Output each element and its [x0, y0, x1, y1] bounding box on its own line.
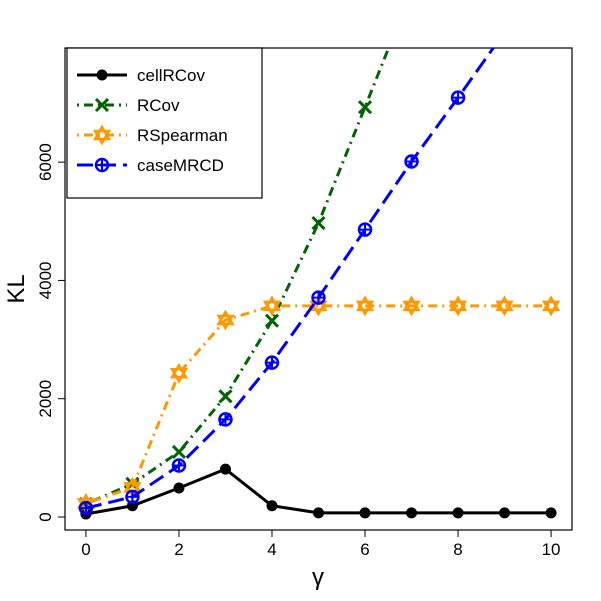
x-tick-label: 6	[360, 540, 369, 559]
marker-shape	[216, 309, 235, 331]
data-point	[171, 444, 187, 459]
data-point	[173, 482, 185, 494]
x-tick-label: 0	[81, 540, 90, 559]
marker-shape	[126, 490, 139, 503]
data-point	[169, 362, 189, 384]
data-point	[406, 507, 418, 519]
marker-shape	[172, 459, 185, 472]
x-tick-label: 4	[267, 540, 276, 559]
y-tick-label: 0	[36, 512, 55, 521]
data-point	[450, 90, 466, 105]
data-point	[266, 500, 278, 512]
marker-shape	[499, 26, 511, 38]
marker-shape	[96, 159, 108, 171]
marker-shape	[92, 124, 112, 146]
marker-shape	[219, 413, 232, 426]
y-tick-label: 2000	[36, 380, 55, 418]
marker-shape	[452, 507, 464, 519]
legend-label: RSpearman	[137, 126, 228, 145]
marker-shape	[405, 155, 418, 168]
marker-shape	[169, 362, 189, 384]
data-point	[495, 295, 514, 317]
data-point	[357, 222, 373, 237]
data-point	[262, 295, 282, 317]
marker-shape	[266, 500, 278, 512]
marker-shape	[499, 26, 511, 38]
data-point	[357, 100, 373, 115]
marker-shape	[359, 223, 372, 236]
plot-frame	[64, 47, 573, 531]
data-point	[264, 355, 280, 370]
legend-label: caseMRCD	[137, 156, 224, 175]
data-point	[404, 154, 419, 169]
data-point	[219, 463, 231, 475]
y-tick-label: 4000	[36, 262, 55, 300]
marker-shape	[264, 313, 280, 328]
series-line	[85, 48, 391, 506]
legend-marker	[94, 157, 110, 173]
marker-shape	[452, 91, 465, 104]
data-point	[499, 26, 511, 38]
marker-shape	[357, 100, 373, 115]
marker-shape	[312, 291, 325, 304]
marker-shape	[541, 295, 561, 317]
marker-shape	[96, 69, 108, 81]
marker-shape	[406, 507, 418, 519]
marker-shape	[219, 463, 231, 475]
marker-shape	[359, 507, 371, 519]
x-tick-label: 10	[542, 540, 561, 559]
data-point	[218, 389, 233, 404]
data-point	[448, 295, 468, 317]
data-point	[499, 507, 511, 519]
data-point	[171, 458, 187, 473]
data-point	[311, 290, 326, 305]
data-point	[545, 507, 557, 519]
marker-shape	[218, 389, 233, 404]
marker-shape	[495, 295, 514, 317]
marker-shape	[545, 507, 557, 519]
y-axis-label: KL	[3, 274, 30, 303]
data-point	[311, 215, 326, 231]
data-point	[541, 295, 561, 317]
data-point	[359, 507, 371, 519]
marker-shape	[402, 295, 421, 317]
x-tick-label: 2	[174, 540, 183, 559]
marker-shape	[79, 502, 92, 515]
legend-marker	[96, 69, 108, 81]
marker-shape	[355, 295, 375, 317]
marker-shape	[265, 356, 278, 369]
marker-shape	[94, 97, 110, 113]
plot-area	[76, 26, 561, 520]
marker-shape	[173, 482, 185, 494]
marker-shape	[171, 444, 187, 459]
series-line	[85, 467, 552, 516]
data-point	[402, 295, 421, 317]
data-point	[125, 489, 140, 505]
data-point	[78, 500, 94, 516]
marker-shape	[311, 215, 326, 231]
data-point	[216, 309, 235, 331]
data-point	[452, 507, 464, 519]
data-point	[218, 412, 233, 427]
legend-label: RCov	[137, 96, 180, 115]
data-point	[355, 295, 375, 317]
y-tick-label: 6000	[36, 143, 55, 181]
marker-shape	[313, 507, 324, 519]
legend-marker	[94, 97, 110, 113]
x-tick-label: 8	[453, 540, 462, 559]
series-line	[85, 304, 552, 505]
legend-label: cellRCov	[137, 66, 206, 85]
marker-shape	[262, 295, 282, 317]
data-point	[313, 507, 324, 519]
x-axis-label: γ	[312, 564, 324, 591]
series-line	[85, 48, 496, 510]
marker-shape	[499, 507, 511, 519]
legend-marker	[92, 124, 112, 146]
marker-shape	[448, 295, 468, 317]
data-point	[264, 313, 280, 328]
